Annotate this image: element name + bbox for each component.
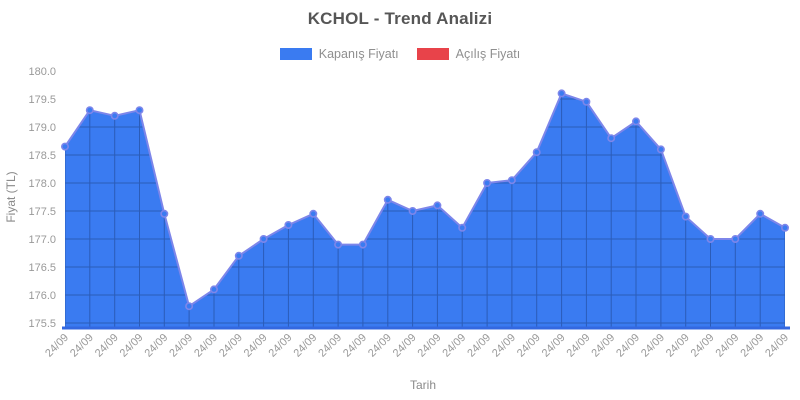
data-point-marker[interactable]	[532, 148, 541, 157]
data-point-marker[interactable]	[234, 251, 243, 260]
data-point-marker[interactable]	[259, 235, 268, 244]
legend-swatch-red	[416, 48, 449, 60]
x-tick-label: 24/09	[391, 332, 419, 360]
data-point-marker[interactable]	[483, 179, 492, 188]
x-tick-label: 24/09	[93, 332, 121, 360]
x-tick-label: 24/09	[43, 332, 71, 360]
data-point-marker[interactable]	[185, 302, 194, 311]
data-point-marker[interactable]	[557, 89, 566, 98]
data-point-marker[interactable]	[309, 209, 318, 218]
x-tick-label: 24/09	[291, 332, 319, 360]
x-tick-label: 24/09	[738, 332, 766, 360]
data-point-marker[interactable]	[358, 240, 367, 249]
x-tick-label: 24/09	[440, 332, 468, 360]
data-point-marker[interactable]	[631, 117, 640, 126]
legend-label-kapanis-fiyati: Kapanış Fiyatı	[318, 47, 399, 61]
data-point-marker[interactable]	[135, 106, 144, 115]
x-tick-label: 24/09	[689, 332, 717, 360]
x-tick-label: 24/09	[316, 332, 344, 360]
data-point-marker[interactable]	[756, 209, 765, 218]
y-tick-label: 175.5	[28, 318, 56, 330]
trend-line	[64, 92, 786, 308]
x-tick-label: 24/09	[763, 332, 791, 360]
chart-legend: Kapanış Fiyatı Açılış Fiyatı	[0, 47, 800, 61]
legend-item-kapanis-fiyati[interactable]: Kapanış Fiyatı	[279, 47, 399, 61]
y-tick-label: 179.5	[28, 94, 56, 106]
data-point-marker[interactable]	[210, 285, 219, 294]
y-tick-label: 176.5	[28, 262, 56, 274]
data-point-marker[interactable]	[433, 201, 442, 210]
data-point-marker[interactable]	[780, 223, 789, 232]
x-tick-label: 24/09	[142, 332, 170, 360]
y-axis-title: Fiyat (TL)	[4, 171, 18, 222]
data-point-marker[interactable]	[334, 240, 343, 249]
x-tick-label: 24/09	[614, 332, 642, 360]
x-tick-label: 24/09	[589, 332, 617, 360]
data-point-marker[interactable]	[383, 195, 392, 204]
x-tick-label: 24/09	[639, 332, 667, 360]
data-point-marker[interactable]	[656, 145, 665, 154]
x-tick-label: 24/09	[267, 332, 295, 360]
x-tick-label: 24/09	[242, 332, 270, 360]
legend-item-acilis-fiyati[interactable]: Açılış Fiyatı	[416, 47, 521, 61]
x-tick-label: 24/09	[341, 332, 369, 360]
x-tick-label: 24/09	[664, 332, 692, 360]
x-tick-label: 24/09	[118, 332, 146, 360]
chart-title: KCHOL - Trend Analizi	[307, 9, 493, 28]
x-tick-label: 24/09	[540, 332, 568, 360]
legend-label-acilis-fiyati: Açılış Fiyatı	[455, 47, 521, 61]
x-tick-label: 24/09	[192, 332, 220, 360]
x-tick-label: 24/09	[167, 332, 195, 360]
data-point-marker[interactable]	[731, 235, 740, 244]
x-tick-label: 24/09	[465, 332, 493, 360]
y-tick-label: 176.0	[28, 290, 56, 302]
y-tick-label: 179.0	[28, 122, 56, 134]
x-tick-label: 24/09	[515, 332, 543, 360]
x-tick-label: 24/09	[713, 332, 741, 360]
data-point-marker[interactable]	[85, 106, 94, 115]
data-point-marker[interactable]	[60, 142, 69, 151]
y-tick-label: 177.0	[28, 234, 56, 246]
data-point-marker[interactable]	[706, 235, 715, 244]
x-axis-title: Tarih	[410, 378, 436, 392]
y-tick-label: 178.0	[28, 178, 56, 190]
data-point-marker[interactable]	[607, 134, 616, 143]
y-tick-label: 180.0	[28, 66, 56, 78]
data-point-marker[interactable]	[507, 176, 516, 185]
data-point-marker[interactable]	[582, 97, 591, 106]
data-point-marker[interactable]	[408, 207, 417, 216]
data-point-marker[interactable]	[284, 221, 293, 230]
x-tick-label: 24/09	[416, 332, 444, 360]
data-point-marker[interactable]	[681, 212, 690, 221]
y-tick-label: 178.5	[28, 150, 56, 162]
data-point-marker[interactable]	[110, 111, 119, 120]
x-tick-label: 24/09	[490, 332, 518, 360]
data-point-marker[interactable]	[160, 209, 169, 218]
y-tick-label: 177.5	[28, 206, 56, 218]
x-tick-label: 24/09	[565, 332, 593, 360]
x-tick-label: 24/09	[68, 332, 96, 360]
data-point-marker[interactable]	[458, 223, 467, 232]
legend-swatch-blue	[279, 48, 312, 60]
x-tick-label: 24/09	[217, 332, 245, 360]
x-tick-label: 24/09	[366, 332, 394, 360]
